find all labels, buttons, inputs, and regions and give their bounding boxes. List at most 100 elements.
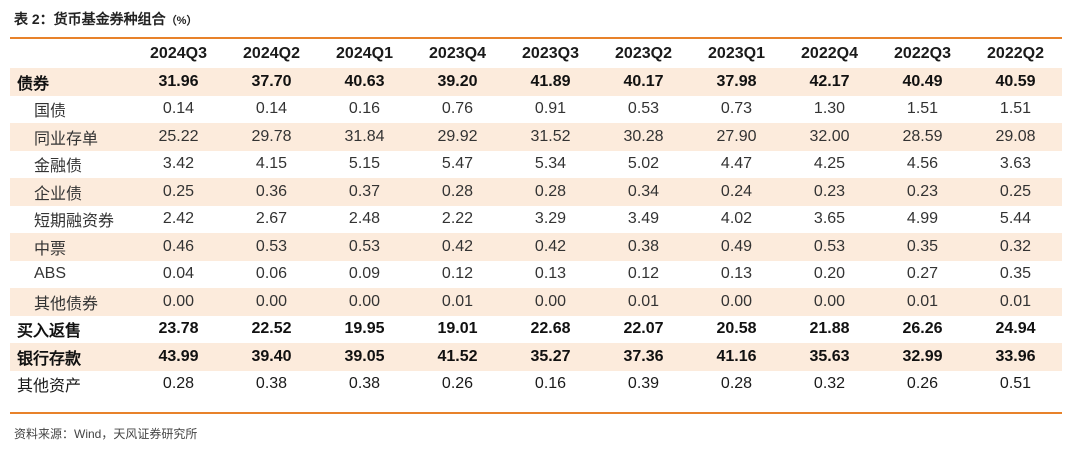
table-unit: （%） [165, 15, 198, 27]
row-label: 国债 [34, 103, 67, 121]
table-row: 金融债 3.42 4.15 5.15 5.47 5.34 5.02 4.47 4.25 4.56 3… [10, 151, 1062, 179]
table-cell: 0.01 [876, 288, 969, 316]
table-cell: 0.91 [534, 100, 567, 118]
table-cell: 25.22 [132, 123, 225, 151]
table-cell: 5.47 [441, 155, 474, 173]
table-cell: 41.89 [504, 68, 597, 96]
table-cell: 43.99 [132, 343, 225, 371]
table-cell: 0.46 [132, 233, 225, 261]
table-cell: 19.95 [344, 320, 385, 338]
table-cell: 0.14 [162, 100, 195, 118]
table-cell: 0.53 [627, 100, 660, 118]
column-header: 2023Q1 [690, 40, 783, 68]
table-title-text: 表 2：货币基金券种组合 [14, 11, 166, 27]
table-cell: 0.24 [690, 178, 783, 206]
table-cell: 0.06 [255, 265, 288, 283]
table-cell: 35.63 [783, 343, 876, 371]
table-cell: 2.22 [441, 210, 474, 228]
table-cell: 4.47 [720, 155, 753, 173]
table-cell: 19.01 [437, 320, 478, 338]
table-cell: 4.15 [255, 155, 288, 173]
table-cell: 28.59 [876, 123, 969, 151]
table-cell: 22.52 [251, 320, 292, 338]
table-cell: 0.04 [162, 265, 195, 283]
table-cell: 29.08 [969, 123, 1062, 151]
table-cell: 37.70 [225, 68, 318, 96]
table-cell: 40.59 [969, 68, 1062, 96]
table-cell: 0.28 [504, 178, 597, 206]
table-cell: 0.00 [690, 288, 783, 316]
table-cell: 41.52 [411, 343, 504, 371]
table-cell: 0.32 [969, 233, 1062, 261]
corner-cell [10, 40, 132, 68]
table-title: 表 2：货币基金券种组合（%） [14, 9, 197, 29]
table-cell: 0.00 [318, 288, 411, 316]
column-header: 2022Q2 [969, 40, 1062, 68]
table-row: 同业存单 25.22 29.78 31.84 29.92 31.52 30.28 27.90 3… [10, 123, 1062, 151]
table-cell: 0.53 [783, 233, 876, 261]
table-row: ABS 0.04 0.06 0.09 0.12 0.13 0.12 0.13 0.20 0.27 0… [10, 261, 1062, 289]
table-cell: 0.13 [534, 265, 567, 283]
table-cell: 26.26 [902, 320, 943, 338]
table-cell: 33.96 [969, 343, 1062, 371]
table-cell: 0.32 [813, 375, 846, 393]
table-cell: 0.25 [969, 178, 1062, 206]
table-cell: 0.28 [720, 375, 753, 393]
column-header: 2024Q3 [132, 40, 225, 68]
table-cell: 31.84 [318, 123, 411, 151]
row-label: 买入返售 [17, 323, 82, 341]
top-rule [10, 37, 1062, 39]
table-cell: 0.23 [783, 178, 876, 206]
column-header: 2022Q4 [783, 40, 876, 68]
column-header: 2023Q3 [504, 40, 597, 68]
table-cell: 31.96 [132, 68, 225, 96]
table-cell: 0.14 [255, 100, 288, 118]
table-cell: 39.05 [318, 343, 411, 371]
row-label: 银行存款 [10, 343, 132, 371]
table-cell: 0.38 [597, 233, 690, 261]
table-cell: 0.01 [411, 288, 504, 316]
table-cell: 0.39 [627, 375, 660, 393]
table-cell: 27.90 [690, 123, 783, 151]
table-cell: 3.29 [534, 210, 567, 228]
table-cell: 0.01 [969, 288, 1062, 316]
column-header: 2024Q2 [225, 40, 318, 68]
table-cell: 3.65 [813, 210, 846, 228]
table-row: 其他债券 0.00 0.00 0.00 0.01 0.00 0.01 0.00 0.00 0.01… [10, 288, 1062, 316]
table-cell: 0.16 [348, 100, 381, 118]
column-header: 2024Q1 [318, 40, 411, 68]
table-cell: 2.48 [348, 210, 381, 228]
table-row: 国债 0.14 0.14 0.16 0.76 0.91 0.53 0.73 1.30 1.51 1.… [10, 96, 1062, 124]
table-cell: 4.25 [813, 155, 846, 173]
column-header: 2023Q2 [597, 40, 690, 68]
table-cell: 5.34 [534, 155, 567, 173]
table-cell: 0.53 [318, 233, 411, 261]
row-label: 中票 [10, 233, 132, 261]
table-cell: 0.00 [783, 288, 876, 316]
table-cell: 0.34 [597, 178, 690, 206]
table-cell: 0.35 [876, 233, 969, 261]
table-cell: 2.67 [255, 210, 288, 228]
table-cell: 0.26 [441, 375, 474, 393]
table-cell: 32.99 [876, 343, 969, 371]
table-cell: 21.88 [809, 320, 850, 338]
table-cell: 2.42 [162, 210, 195, 228]
table-cell: 24.94 [995, 320, 1036, 338]
table-cell: 0.73 [720, 100, 753, 118]
header-row: 2024Q3 2024Q2 2024Q1 2023Q4 2023Q3 2023Q2 2023… [10, 40, 1062, 68]
table-cell: 0.51 [999, 375, 1032, 393]
row-label: 其他债券 [10, 288, 132, 316]
table-cell: 4.99 [906, 210, 939, 228]
table-cell: 0.36 [225, 178, 318, 206]
table-cell: 0.20 [813, 265, 846, 283]
table-cell: 5.44 [999, 210, 1032, 228]
table-cell: 37.36 [597, 343, 690, 371]
table-cell: 35.27 [504, 343, 597, 371]
table-cell: 5.15 [348, 155, 381, 173]
table-cell: 0.23 [876, 178, 969, 206]
table-cell: 29.78 [225, 123, 318, 151]
table-cell: 1.30 [813, 100, 846, 118]
table-cell: 0.13 [720, 265, 753, 283]
table-row: 中票 0.46 0.53 0.53 0.42 0.42 0.38 0.49 0.53 0.35 0.… [10, 233, 1062, 261]
table-cell: 0.37 [318, 178, 411, 206]
